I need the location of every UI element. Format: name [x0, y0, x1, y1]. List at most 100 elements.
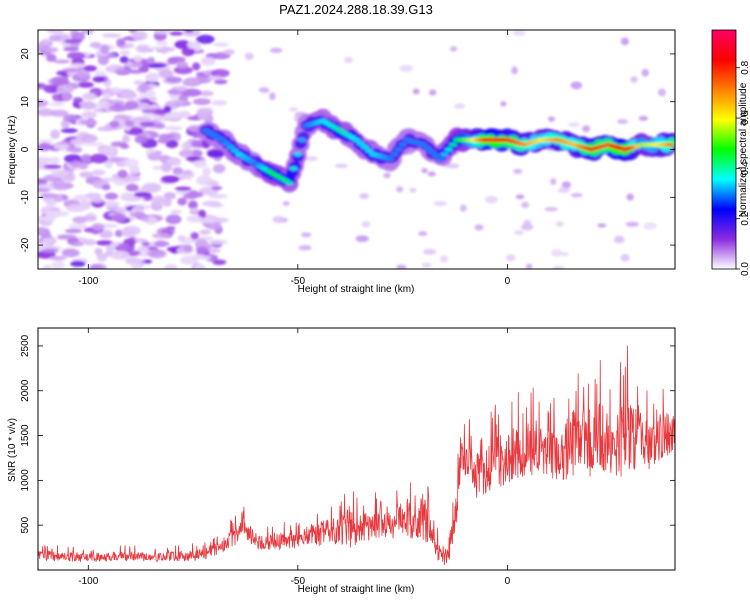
spectrogram-blob: [398, 142, 407, 147]
spectrogram-blob: [127, 69, 144, 74]
spectrogram-blob: [38, 138, 53, 144]
colorbar-tick-label: 0.8: [740, 60, 750, 74]
spectrogram-blob: [38, 187, 50, 193]
spectrogram-blob: [89, 41, 102, 48]
spectrogram-blob: [63, 38, 83, 44]
spectrogram-blob: [570, 193, 583, 198]
spectrogram-blob: [146, 89, 155, 95]
spectrogram-blob: [396, 186, 404, 193]
spectrogram-blob: [81, 111, 97, 119]
spectrogram-blob: [171, 99, 187, 105]
spectrogram-blob: [638, 115, 649, 121]
spectrogram-blob: [165, 139, 179, 149]
spectrogram-blob: [440, 255, 449, 263]
spectrogram-blob: [298, 137, 307, 143]
spectrogram-blob: [200, 56, 216, 66]
spectrogram-blob: [83, 65, 98, 72]
spectrogram-blob: [474, 224, 484, 231]
spectrogram-blob: [418, 231, 428, 236]
spectrogram-blob: [141, 109, 157, 114]
spectrogram-blob: [84, 192, 102, 200]
spectrogram-blob: [44, 47, 59, 53]
spectrogram-blob: [147, 63, 167, 69]
spectrogram-blob: [131, 30, 148, 41]
spectrogram-blob: [43, 164, 62, 169]
snr-x-tick-label: -100: [78, 576, 98, 587]
spectrogram-blob: [56, 234, 77, 239]
spectrogram-blob: [46, 30, 64, 34]
spectrogram-blob: [164, 126, 183, 131]
spectrogram-blob: [49, 109, 69, 117]
spectrogram-blob: [193, 160, 207, 168]
spectrogram-blob: [298, 245, 312, 251]
spectrogram-blob: [99, 229, 113, 239]
spectrogram-blob: [460, 204, 467, 213]
spectrogram-blob: [109, 120, 120, 128]
spectrogram-blob: [49, 101, 65, 107]
spectrogram-blob: [630, 76, 638, 83]
spectrogram-blob: [116, 38, 126, 47]
spectrogram-blob: [399, 64, 414, 72]
spectrogram-blob: [179, 149, 195, 158]
spectrogram-blob: [288, 107, 299, 112]
spectrogram-blob: [383, 172, 391, 179]
spectrogram-blob: [124, 158, 139, 169]
spectrogram-y-tick-label: 10: [20, 96, 31, 108]
spectrogram-blob: [101, 33, 122, 38]
spectrogram-blob: [133, 55, 143, 63]
spectrogram-blob: [192, 62, 201, 71]
spectrogram-blob: [66, 204, 86, 213]
spectrogram-blob: [186, 191, 204, 198]
spectrogram-blob: [168, 56, 186, 63]
spectrogram-blob: [344, 56, 354, 64]
spectrogram-blob: [223, 49, 235, 55]
spectrogram-blob: [212, 259, 227, 266]
spectrogram-blob: [433, 200, 448, 207]
snr-series-line: [38, 345, 675, 565]
spectrogram-blob: [51, 260, 66, 269]
spectrogram-blob: [190, 207, 199, 212]
spectrogram-blob: [73, 194, 89, 202]
spectrogram-blob: [42, 248, 59, 254]
spectrogram-blob: [432, 153, 441, 158]
spectrogram-blob: [53, 144, 70, 149]
spectrogram-blob: [300, 232, 312, 238]
spectrogram-blob: [570, 81, 583, 90]
spectrogram-blob: [80, 215, 98, 221]
spectrogram-blob: [38, 156, 53, 163]
spectrogram-blob: [180, 256, 199, 265]
spectrogram-blob: [69, 63, 87, 68]
spectrogram-blob: [57, 210, 69, 217]
snr-frame: [37, 327, 676, 571]
spectrogram-blob: [185, 156, 201, 162]
spectrogram-blob: [258, 87, 270, 93]
spectrogram-blob: [41, 237, 57, 245]
spectrogram-blob: [192, 98, 211, 106]
spectrogram-blob: [500, 101, 507, 107]
spectrogram-blob: [88, 197, 106, 203]
spectrogram-blob: [90, 153, 109, 164]
spectrogram-blob: [177, 235, 186, 242]
spectrogram-blob: [151, 233, 171, 239]
spectrogram-blob: [212, 163, 226, 174]
spectrogram-blob: [412, 88, 420, 95]
spectrogram-blob: [56, 84, 74, 95]
spectrogram-blob: [427, 171, 436, 177]
spectrogram-blob: [139, 121, 156, 127]
spectrogram-blob: [152, 165, 164, 170]
spectrogram-blob: [147, 152, 163, 161]
spectrogram-blob: [183, 77, 200, 86]
spectrogram-y-tick-label: -10: [20, 190, 31, 205]
spectrogram-blob: [186, 215, 203, 223]
spectrogram-blob: [513, 230, 525, 236]
spectrogram-blob: [422, 248, 437, 255]
spectrogram-blob: [196, 34, 215, 44]
spectrogram-blob: [158, 133, 175, 139]
spectrogram-blob: [38, 44, 45, 51]
spectrogram-blob: [169, 31, 184, 36]
spectrogram-blob: [119, 55, 129, 64]
spectrogram-blob: [98, 145, 119, 156]
snr-x-axis-title: Height of straight line (km): [298, 584, 415, 595]
spectrogram-blob: [109, 250, 130, 260]
spectrogram-blob: [100, 44, 110, 55]
